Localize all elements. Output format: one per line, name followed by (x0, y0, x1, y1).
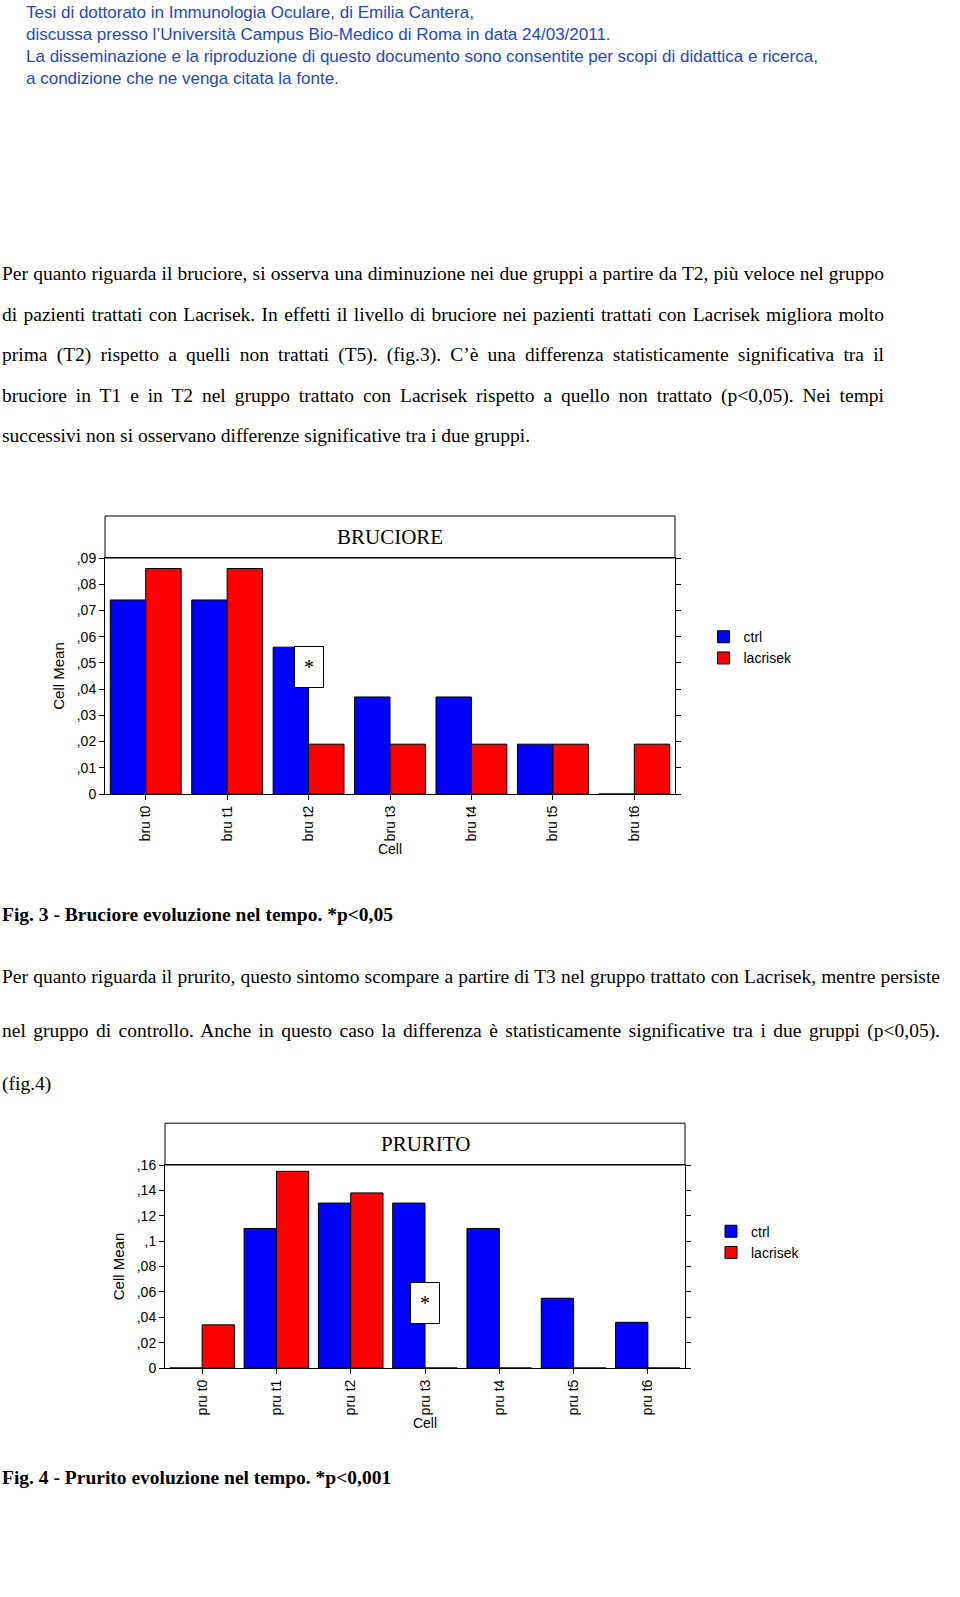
svg-text:pru t5: pru t5 (565, 1379, 581, 1415)
svg-text:bru t4: bru t4 (463, 805, 479, 841)
svg-text:,08: ,08 (77, 576, 97, 592)
svg-text:,06: ,06 (137, 1284, 157, 1300)
svg-text:0: 0 (88, 786, 96, 802)
svg-text:,04: ,04 (77, 681, 97, 697)
svg-text:,04: ,04 (137, 1309, 157, 1325)
svg-text:,02: ,02 (77, 733, 97, 749)
html-text:Per quanto riguarda il brucior: Per quanto riguarda il bruciore, si osse… (2, 263, 884, 447)
svg-text:,14: ,14 (137, 1182, 157, 1198)
svg-text:,06: ,06 (77, 629, 97, 645)
svg-text:pru t1: pru t1 (268, 1379, 284, 1415)
svg-text:bru t5: bru t5 (544, 805, 560, 841)
svg-text:,02: ,02 (137, 1335, 157, 1351)
svg-text:Cell: Cell (413, 1415, 437, 1431)
svg-text:PRURITO: PRURITO (381, 1132, 470, 1156)
svg-text:lacrisek: lacrisek (751, 1245, 799, 1261)
svg-text:,05: ,05 (77, 655, 97, 671)
svg-text:bru t1: bru t1 (219, 805, 235, 841)
svg-text:BRUCIORE: BRUCIORE (337, 525, 443, 549)
svg-text:pru t2: pru t2 (342, 1379, 358, 1415)
svg-text:Cell Mean: Cell Mean (50, 642, 67, 710)
html-text:Fig. 3 - Bruciore evoluzione n: Fig. 3 - Bruciore evoluzione nel tempo. … (2, 904, 393, 925)
html-text:La disseminazione e la riprodu: La disseminazione e la riproduzione di q… (26, 47, 818, 66)
svg-text:bru t6: bru t6 (626, 805, 642, 841)
svg-text:pru t3: pru t3 (417, 1379, 433, 1415)
svg-text:,07: ,07 (77, 602, 97, 618)
svg-text:,09: ,09 (77, 550, 97, 566)
svg-text:bru t3: bru t3 (382, 805, 398, 841)
svg-text:*: * (304, 656, 314, 678)
svg-text:ctrl: ctrl (751, 1224, 770, 1240)
html-text:a condizione che ne venga cita: a condizione che ne venga citata la font… (26, 69, 339, 88)
svg-text:0: 0 (148, 1360, 156, 1376)
html-text:Fig. 4 - Prurito evoluzione ne: Fig. 4 - Prurito evoluzione nel tempo. *… (2, 1467, 392, 1488)
svg-text:pru t4: pru t4 (491, 1379, 507, 1415)
svg-text:*: * (420, 1292, 430, 1314)
svg-text:,08: ,08 (137, 1258, 157, 1274)
svg-text:Cell: Cell (378, 841, 402, 857)
svg-text:,01: ,01 (77, 760, 97, 776)
svg-text:Cell Mean: Cell Mean (110, 1233, 127, 1301)
svg-text:,03: ,03 (77, 707, 97, 723)
svg-text:,16: ,16 (137, 1157, 157, 1173)
html-text:Tesi di dottorato in Immunolog: Tesi di dottorato in Immunologia Oculare… (26, 3, 474, 22)
html-text:discussa presso l’Università C: discussa presso l’Università Campus Bio-… (26, 25, 611, 44)
svg-text:lacrisek: lacrisek (744, 650, 792, 666)
svg-text:pru t6: pru t6 (639, 1379, 655, 1415)
svg-text:,12: ,12 (137, 1208, 157, 1224)
svg-text:pru t0: pru t0 (194, 1379, 210, 1415)
svg-text:bru t2: bru t2 (300, 805, 316, 841)
svg-text:ctrl: ctrl (744, 629, 763, 645)
svg-text:bru t0: bru t0 (137, 805, 153, 841)
svg-text:,1: ,1 (145, 1233, 157, 1249)
html-text:Per quanto riguarda il prurito: Per quanto riguarda il prurito, questo s… (2, 966, 940, 1094)
